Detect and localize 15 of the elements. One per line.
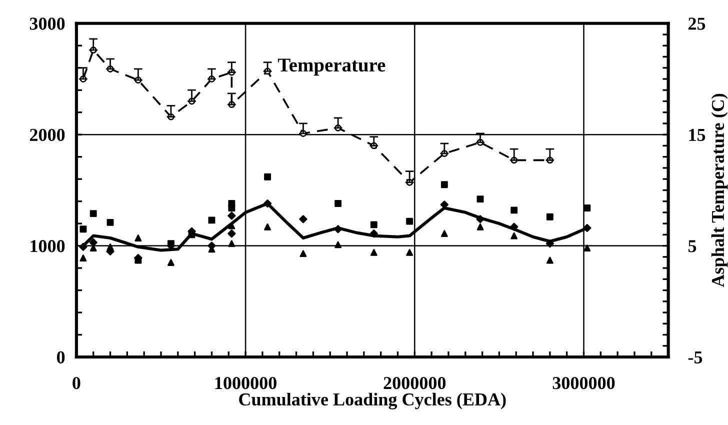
y-tick-label: 0 (56, 351, 65, 364)
y-tick-label: 1000 (30, 240, 65, 252)
x-tick-label: 0 (72, 376, 80, 390)
y-tick-label: 2000 (30, 128, 65, 142)
x-tick-label: 3000000 (552, 376, 615, 390)
y2-tick-label: 15 (689, 128, 706, 142)
y2-tick-label: 25 (688, 18, 706, 30)
x-axis-title: Cumulative Loading Cycles (EDA) (239, 392, 506, 410)
x-tick-label: 2000000 (384, 376, 446, 390)
y2-tick-label: -5 (688, 351, 702, 364)
y2-axis-title: Asphalt Temperature (C) (711, 94, 728, 288)
y2-tick-label: 5 (688, 240, 696, 252)
x-tick-label: 1000000 (215, 376, 276, 390)
y-tick-label: 3000 (30, 18, 65, 30)
annotation: Temperature (278, 58, 386, 76)
